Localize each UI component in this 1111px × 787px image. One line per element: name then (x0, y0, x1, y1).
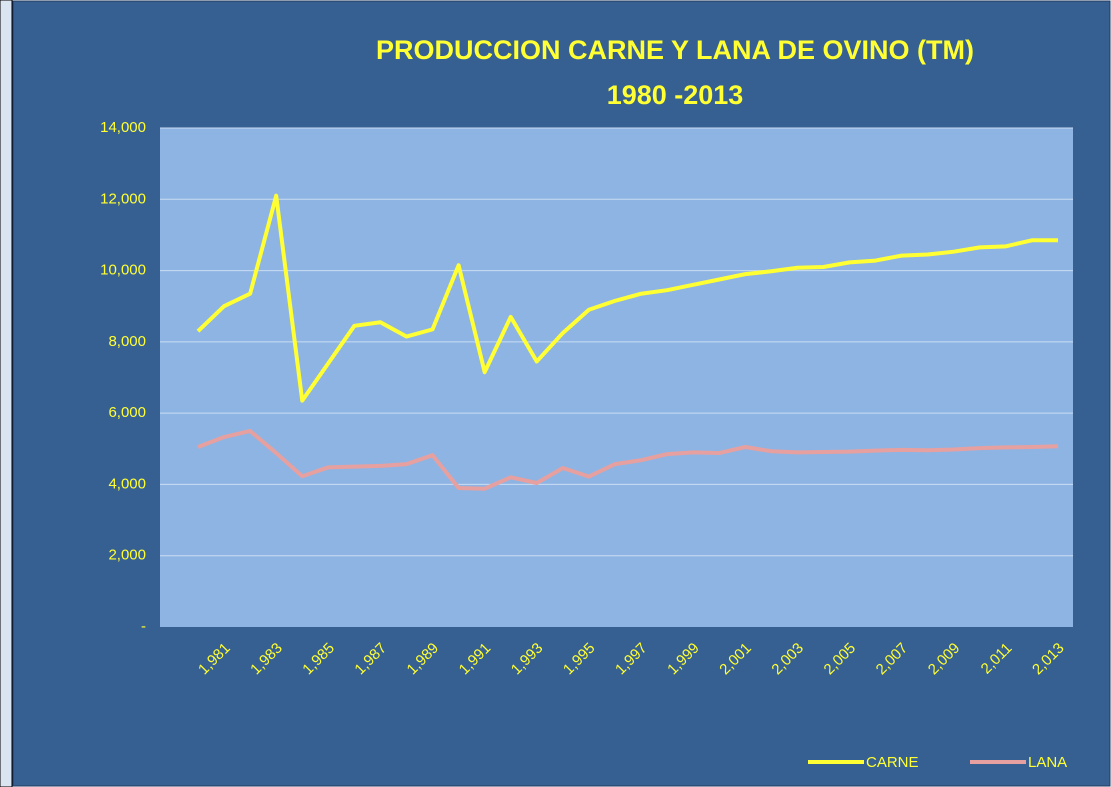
y-tick-label: 4,000 (108, 475, 146, 492)
y-tick-label: - (141, 618, 146, 635)
y-tick-label: 12,000 (100, 190, 146, 207)
y-tick-label: 2,000 (108, 547, 146, 564)
chart-subtitle: 1980 -2013 (607, 80, 744, 110)
legend-label: CARNE (866, 754, 919, 771)
legend-label: LANA (1028, 754, 1067, 771)
y-tick-label: 14,000 (100, 119, 146, 136)
series-line (196, 193, 1058, 403)
y-tick-label: 8,000 (108, 333, 146, 350)
chart-title: PRODUCCION CARNE Y LANA DE OVINO (TM) (376, 35, 974, 65)
plot-area (160, 128, 1073, 627)
y-tick-label: 6,000 (108, 404, 146, 421)
y-tick-label: 10,000 (100, 262, 146, 279)
series-line (197, 428, 1059, 491)
sheet-cells (0, 0, 13, 787)
